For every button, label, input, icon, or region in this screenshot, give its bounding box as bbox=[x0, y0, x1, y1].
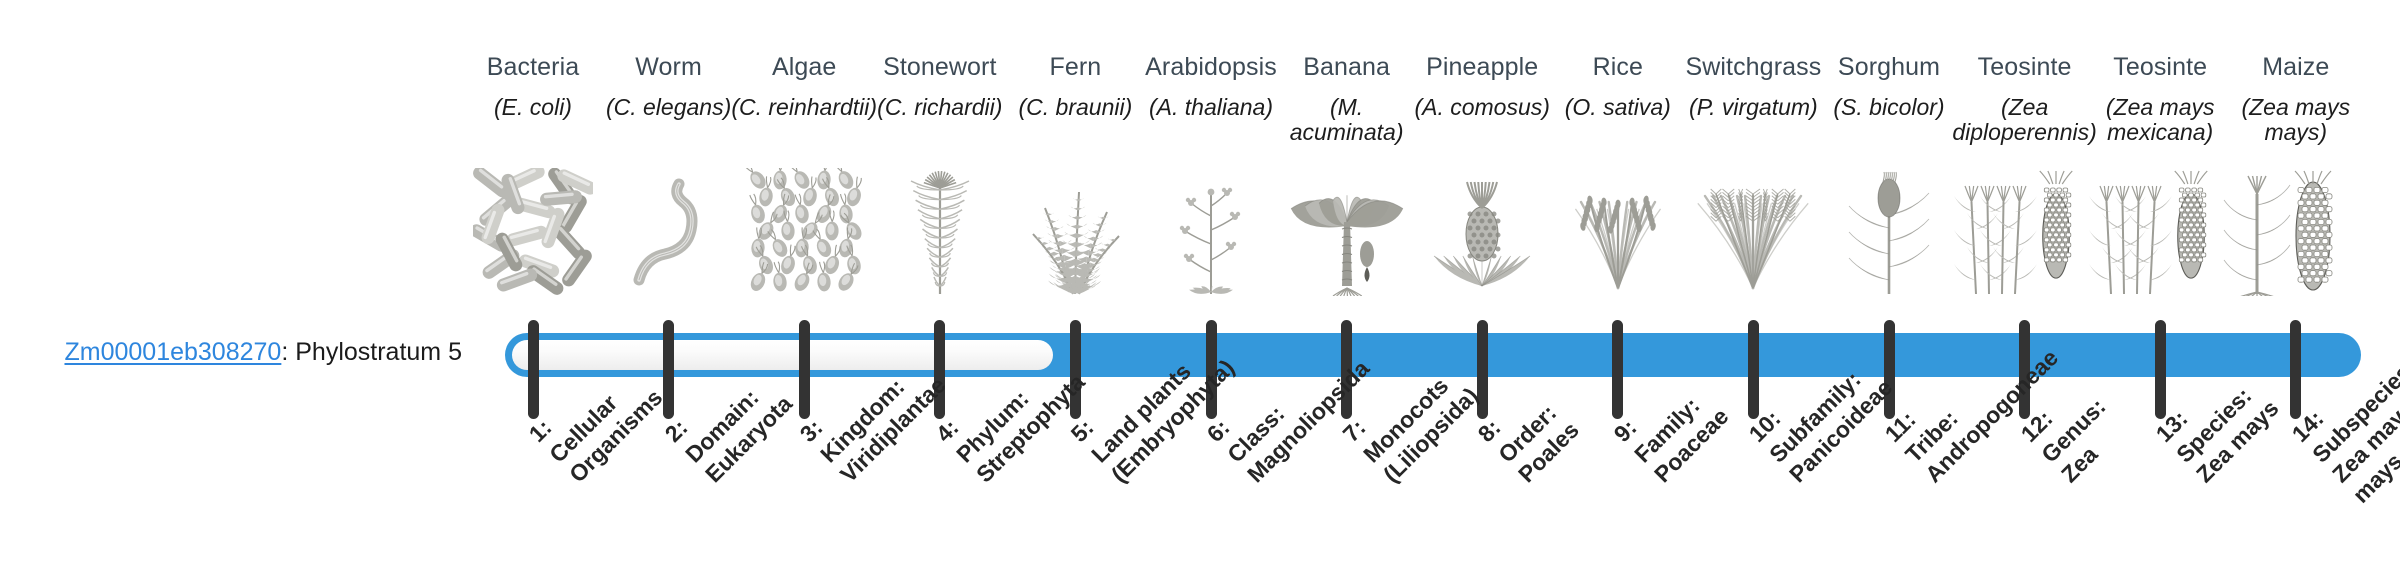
pineapple-illustration bbox=[1402, 168, 1562, 296]
sorghum-illustration bbox=[1809, 168, 1969, 296]
species-common-name: Banana bbox=[1303, 53, 1390, 81]
timeline-tick-6[interactable] bbox=[1205, 320, 1217, 419]
timeline-tick-4[interactable] bbox=[934, 320, 946, 419]
timeline-tick-7[interactable] bbox=[1341, 320, 1353, 419]
species-scientific-name: (A. comosus) bbox=[1414, 93, 1550, 120]
species-common-name: Switchgrass bbox=[1685, 53, 1822, 81]
maize-illustration bbox=[2216, 168, 2376, 296]
rank-label-8: 8: Order: Poales bbox=[1472, 399, 1585, 488]
species-scientific-name: (E. coli) bbox=[494, 93, 572, 120]
timeline-tick-5[interactable] bbox=[1069, 320, 1081, 419]
species-column-6: Arabidopsis (A. thaliana) bbox=[1136, 53, 1286, 120]
timeline-tick-13[interactable] bbox=[2154, 320, 2166, 419]
species-column-5: Fern (C. braunii) bbox=[1000, 53, 1150, 120]
species-column-14: Maize (Zea mays mays) bbox=[2221, 53, 2371, 146]
species-column-9: Rice (O. sativa) bbox=[1543, 53, 1693, 120]
timeline-tick-10[interactable] bbox=[1747, 320, 1759, 419]
phylostratum-value: Phylostratum 5 bbox=[295, 338, 462, 366]
gene-id-link[interactable]: Zm00001eb308270 bbox=[64, 338, 282, 366]
species-scientific-name: (C. braunii) bbox=[1018, 93, 1133, 120]
species-column-11: Sorghum (S. bicolor) bbox=[1814, 53, 1964, 120]
species-scientific-name: (M. acuminata) bbox=[1289, 93, 1404, 146]
banana-illustration bbox=[1267, 168, 1427, 296]
algae-illustration bbox=[724, 168, 884, 296]
species-common-name: Teosinte bbox=[2113, 53, 2208, 81]
species-column-13: Teosinte (Zea mays mexicana) bbox=[2085, 53, 2235, 146]
timeline-tick-1[interactable] bbox=[527, 320, 539, 419]
species-scientific-name: (Zea mays mexicana) bbox=[2105, 93, 2215, 146]
species-common-name: Sorghum bbox=[1837, 53, 1941, 81]
worm-illustration bbox=[589, 168, 749, 296]
timeline-tick-14[interactable] bbox=[2290, 320, 2302, 419]
teosinte-mexicana-illustration bbox=[2080, 168, 2240, 296]
progress-bar-unfilled-region bbox=[512, 340, 1054, 370]
species-column-7: Banana (M. acuminata) bbox=[1272, 53, 1422, 146]
species-scientific-name: (C. richardii) bbox=[877, 93, 1003, 120]
species-scientific-name: (A. thaliana) bbox=[1148, 93, 1273, 120]
species-scientific-name: (C. elegans) bbox=[605, 93, 732, 120]
species-column-1: Bacteria (E. coli) bbox=[458, 53, 608, 120]
species-common-name: Rice bbox=[1592, 53, 1643, 81]
rank-label-9: 9: Family: Poaceae bbox=[1608, 391, 1734, 488]
gene-label: Zm00001eb308270: Phylostratum 5 bbox=[42, 338, 462, 367]
fern-illustration bbox=[995, 168, 1155, 296]
species-column-4: Stonewort (C. richardii) bbox=[865, 53, 1015, 120]
gene-label-separator: : bbox=[281, 338, 296, 366]
rank-label-11: 11: Tribe: Andropogoneae bbox=[1879, 344, 2064, 488]
timeline-tick-8[interactable] bbox=[1476, 320, 1488, 419]
timeline-tick-2[interactable] bbox=[663, 320, 675, 419]
species-column-2: Worm (C. elegans) bbox=[594, 53, 744, 120]
species-scientific-name: (Zea mays mays) bbox=[2241, 93, 2351, 146]
species-common-name: Stonewort bbox=[883, 53, 997, 81]
timeline-tick-12[interactable] bbox=[2019, 320, 2031, 419]
species-scientific-name: (P. virgatum) bbox=[1689, 93, 1818, 120]
timeline-tick-3[interactable] bbox=[798, 320, 810, 419]
species-common-name: Fern bbox=[1049, 53, 1102, 81]
bacteria-illustration bbox=[453, 168, 613, 296]
timeline-tick-9[interactable] bbox=[1612, 320, 1624, 419]
arabidopsis-illustration bbox=[1131, 168, 1291, 296]
phylostratum-progress-bar[interactable] bbox=[505, 333, 2361, 377]
species-common-name: Maize bbox=[2262, 53, 2330, 81]
species-column-12: Teosinte (Zea diploperennis) bbox=[1950, 53, 2100, 146]
species-scientific-name: (S. bicolor) bbox=[1833, 93, 1945, 120]
species-common-name: Algae bbox=[771, 53, 837, 81]
species-scientific-name: (C. reinhardtii) bbox=[731, 93, 878, 120]
species-column-3: Algae (C. reinhardtii) bbox=[729, 53, 879, 120]
species-common-name: Bacteria bbox=[486, 53, 580, 81]
species-common-name: Pineapple bbox=[1426, 53, 1539, 81]
stonewort-illustration bbox=[860, 168, 1020, 296]
species-common-name: Arabidopsis bbox=[1145, 53, 1277, 81]
species-scientific-name: (Zea diploperennis) bbox=[1952, 93, 2097, 146]
switchgrass-illustration bbox=[1673, 168, 1833, 296]
timeline-tick-11[interactable] bbox=[1883, 320, 1895, 419]
species-column-10: Switchgrass (P. virgatum) bbox=[1678, 53, 1828, 120]
species-common-name: Worm bbox=[635, 53, 702, 81]
rice-illustration bbox=[1538, 168, 1698, 296]
species-column-8: Pineapple (A. comosus) bbox=[1407, 53, 1557, 120]
species-common-name: Teosinte bbox=[1977, 53, 2072, 81]
species-scientific-name: (O. sativa) bbox=[1564, 93, 1671, 120]
teosinte-diploperennis-illustration bbox=[1945, 168, 2105, 296]
